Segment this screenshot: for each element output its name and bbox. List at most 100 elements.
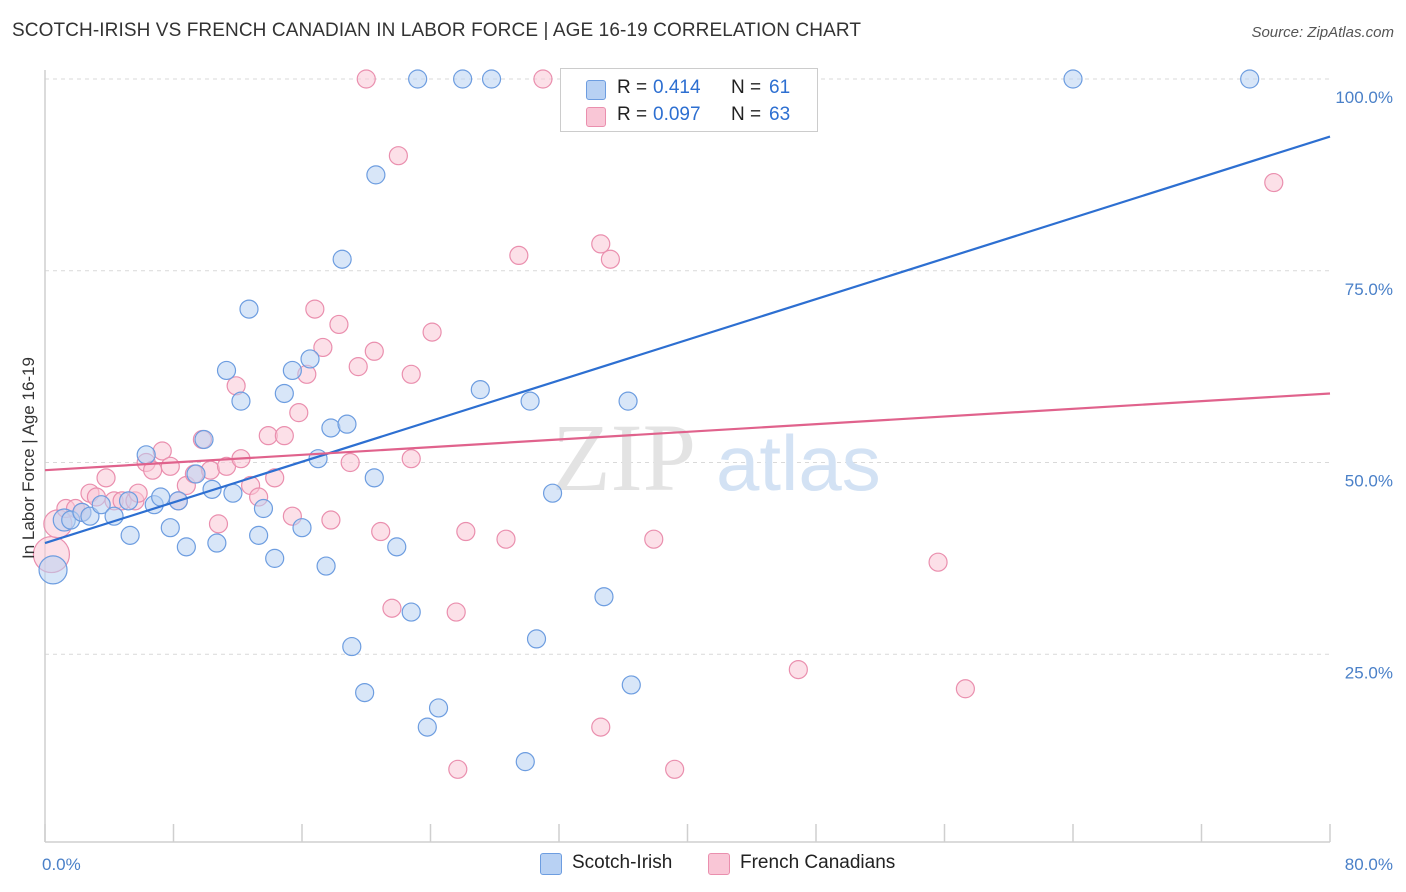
french-canadians-point [456, 521, 476, 542]
scotch-irish-point [366, 165, 386, 185]
french-canadians-point [96, 468, 116, 488]
n-value: 61 [769, 77, 791, 98]
scotch-irish-point [332, 249, 352, 269]
french-canadians-point [305, 299, 325, 319]
scotch-irish-point [274, 383, 294, 404]
french-canadians-point [258, 426, 278, 446]
french-canadians-trend-line [44, 392, 1331, 472]
scotch-irish-point [321, 418, 341, 438]
scotch-irish-point [594, 587, 614, 607]
scotch-irish-point [1240, 69, 1260, 89]
french-canadians-point [401, 449, 421, 469]
french-canadians-point [644, 529, 664, 549]
n-label: N = [731, 77, 762, 98]
y-tick-label: 75.0% [1345, 280, 1393, 299]
scotch-irish-point [91, 495, 111, 515]
french-canadians-point [348, 357, 368, 377]
scotch-irish-point [316, 556, 336, 576]
french-canadians-point [313, 337, 333, 358]
r-label: R = [617, 104, 648, 125]
scotch-irish-point [253, 498, 274, 519]
french-canadians-point [591, 234, 611, 254]
french-canadians-point [955, 679, 975, 699]
french-canadians-point [788, 659, 808, 680]
french-canadians-point [364, 341, 384, 361]
y-axis-title: In Labor Force | Age 16-19 [19, 357, 38, 559]
watermark-zip: ZIP [552, 404, 696, 511]
scotch-irish-point [342, 636, 362, 657]
gridlines [45, 78, 1330, 655]
scotch-irish-point [408, 69, 428, 89]
scotch-irish-trend-line [44, 135, 1331, 545]
legend-label: Scotch-Irish [572, 852, 673, 873]
french-canadians-point [496, 529, 516, 549]
r-label: R = [617, 77, 648, 98]
scotch-irish-point [526, 629, 547, 649]
scotch-irish-point [231, 391, 251, 411]
french-canadians-point [265, 468, 285, 488]
y-tick-label: 25.0% [1345, 663, 1393, 682]
scotch-irish-point [136, 445, 156, 465]
scotch-irish-point [300, 349, 320, 369]
scotch-irish-point [120, 525, 140, 545]
n-value: 63 [769, 104, 791, 125]
scotch-irish-point [249, 525, 269, 545]
scotch-irish-point [265, 548, 285, 568]
r-value: 0.097 [653, 104, 701, 125]
scotch-irish-point [239, 299, 259, 319]
scotch-irish-point [292, 518, 312, 538]
pink-swatch [708, 853, 730, 875]
french-canadians-point [448, 759, 468, 779]
scotch-irish-point [207, 533, 227, 553]
scotch-irish-point [118, 491, 139, 511]
french-canadians-point [274, 426, 294, 446]
watermark-atlas: atlas [716, 419, 881, 507]
r-value: 0.414 [653, 77, 701, 98]
scotch-irish-point [520, 391, 540, 411]
scotch-irish-point [364, 468, 384, 488]
french-canadians-point [208, 514, 229, 534]
chart-title: SCOTCH-IRISH VS FRENCH CANADIAN IN LABOR… [12, 20, 862, 41]
tick-labels: 25.0% 50.0% 75.0% 100.0% 0.0% 80.0% [42, 88, 1393, 874]
scotch-irish-point [453, 69, 473, 89]
french-canadians-point [422, 322, 442, 342]
legend-label: French Canadians [740, 852, 896, 873]
french-canadians-point [665, 759, 685, 779]
french-canadians-point [600, 249, 621, 269]
french-canadians-point [533, 69, 553, 89]
scotch-irish-point [387, 537, 407, 557]
scotch-irish-point [470, 380, 490, 400]
french-canadians-point [371, 521, 391, 542]
trend-lines [44, 135, 1331, 545]
scotch-irish-point [428, 698, 449, 718]
french-canadians-point [356, 69, 376, 89]
french-canadians-point [329, 314, 349, 335]
scotch-irish-point [160, 518, 180, 538]
pink-swatch [586, 107, 606, 127]
scotch-irish-point [618, 391, 638, 411]
y-tick-label: 100.0% [1335, 88, 1393, 107]
blue-swatch [540, 853, 562, 875]
y-tick-label: 50.0% [1345, 472, 1393, 491]
series-scotch-irish [38, 69, 1260, 772]
blue-swatch [586, 80, 606, 100]
scotch-irish-point [223, 483, 243, 503]
scotch-irish-point [355, 682, 375, 703]
scotch-irish-point [38, 555, 68, 585]
scotch-irish-point [621, 675, 641, 695]
scotch-irish-point [1063, 69, 1083, 89]
french-canadians-point [446, 602, 466, 622]
scotch-irish-point [542, 483, 563, 503]
scotch-irish-point [337, 414, 357, 434]
french-canadians-point [509, 245, 529, 266]
scotch-irish-point [282, 360, 302, 381]
scotch-irish-point [80, 506, 100, 526]
scotch-irish-point [176, 537, 196, 557]
scotch-irish-point [417, 717, 437, 737]
scotch-irish-point [515, 752, 535, 772]
french-canadians-point [289, 403, 309, 423]
french-canadians-point [340, 452, 360, 473]
source-credit: Source: ZipAtlas.com [1251, 24, 1394, 41]
scotch-irish-point [194, 429, 214, 450]
